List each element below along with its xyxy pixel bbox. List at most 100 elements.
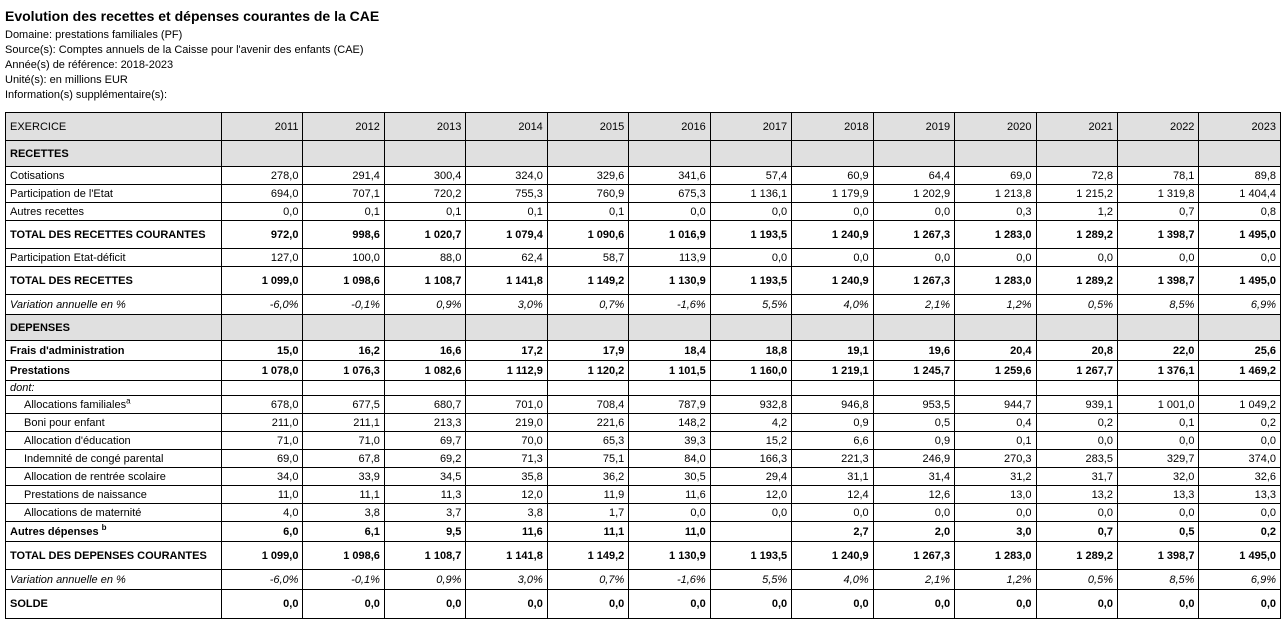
value-cell: 1 202,9	[872, 184, 956, 203]
value-cell: 998,6	[302, 220, 385, 249]
value-cell: 62,4	[465, 248, 548, 267]
table-row: Indemnité de congé parental 69,0 67,8 69,2 7…	[5, 449, 1281, 468]
value-cell: 32,0	[1116, 467, 1200, 486]
value-cell: 11,1	[302, 485, 385, 504]
value-cell: 60,9	[791, 166, 874, 185]
value-cell	[465, 380, 548, 396]
value-cell: 71,3	[465, 449, 548, 468]
value-cell: 0,1	[546, 202, 630, 221]
value-cell: 13,2	[1035, 485, 1118, 504]
row-label-cell: dont:	[5, 380, 222, 396]
value-cell	[465, 314, 548, 341]
value-cell: 29,4	[709, 467, 793, 486]
value-cell: 1 179,9	[791, 184, 874, 203]
value-cell: 1 108,7	[383, 541, 467, 570]
value-cell: 4,0%	[791, 294, 874, 315]
value-cell: 1 283,0	[954, 541, 1037, 570]
value-cell: 324,0	[465, 166, 548, 185]
value-cell: 1 020,7	[383, 220, 467, 249]
table-row: Autres dépenses b 6,0 6,1 9,5 11,6 11,1 11,0 2,7…	[5, 521, 1281, 542]
value-cell: 0,9	[872, 431, 956, 450]
value-cell: 17,2	[465, 340, 548, 361]
value-cell: 270,3	[954, 449, 1037, 468]
value-cell: 6,9%	[1198, 569, 1281, 590]
value-cell	[628, 314, 711, 341]
value-cell: 0,0	[1035, 248, 1118, 267]
value-cell: 11,0	[628, 521, 711, 542]
value-cell: 2,7	[791, 521, 874, 542]
table-row: DEPENSES	[5, 314, 1281, 341]
value-cell	[220, 314, 304, 341]
value-cell: 1 149,2	[546, 541, 630, 570]
value-cell: 0,0	[220, 202, 304, 221]
value-cell: -0,1%	[302, 294, 385, 315]
value-cell: 720,2	[383, 184, 467, 203]
row-label-cell: Allocations familialesa	[5, 395, 222, 414]
value-cell: 283,5	[1035, 449, 1118, 468]
value-cell: 1 219,1	[791, 360, 874, 381]
value-cell: 213,3	[383, 413, 467, 432]
value-cell	[302, 140, 385, 167]
value-cell: 219,0	[465, 413, 548, 432]
page-title: Evolution des recettes et dépenses coura…	[5, 8, 380, 24]
value-cell: 0,9%	[383, 569, 467, 590]
value-cell: 39,3	[628, 431, 711, 450]
value-cell: 0,5	[1116, 521, 1200, 542]
value-cell: 953,5	[872, 395, 956, 414]
footnote-ref-a: a	[126, 395, 131, 405]
value-cell: 11,3	[383, 485, 467, 504]
value-cell: -1,6%	[628, 569, 711, 590]
value-cell: 0,3	[954, 202, 1037, 221]
value-cell: 291,4	[302, 166, 385, 185]
value-cell: 1 130,9	[628, 266, 711, 295]
value-cell: 0,5%	[1035, 294, 1118, 315]
value-cell: 9,5	[383, 521, 467, 542]
value-cell: 0,1	[383, 202, 467, 221]
table-row: dont:	[5, 380, 1281, 396]
value-cell: 0,0	[1035, 503, 1118, 522]
row-label-cell: Boni pour enfant	[5, 413, 222, 432]
value-cell: 1 079,4	[465, 220, 548, 249]
value-cell: 0,0	[546, 589, 630, 619]
value-cell: 1 001,0	[1116, 395, 1200, 414]
table-row: Autres recettes 0,0 0,1 0,1 0,1 0,1 0,0 0,0 0,0 0…	[5, 202, 1281, 221]
value-cell: 13,3	[1198, 485, 1281, 504]
value-cell: 944,7	[954, 395, 1037, 414]
row-label-cell: Allocation d'éducation	[5, 431, 222, 450]
value-cell: 69,0	[220, 449, 304, 468]
value-cell: 1 149,2	[546, 266, 630, 295]
value-cell: 932,8	[709, 395, 793, 414]
value-cell: 0,0	[628, 202, 711, 221]
value-cell: 0,0	[954, 503, 1037, 522]
value-cell: 12,0	[465, 485, 548, 504]
value-cell: 694,0	[220, 184, 304, 203]
row-label-cell: SOLDE	[5, 589, 222, 619]
year-header-cell: 2011	[220, 112, 304, 141]
value-cell: 1 215,2	[1035, 184, 1118, 203]
year-header-cell: 2019	[872, 112, 956, 141]
value-cell	[791, 314, 874, 341]
value-cell: 0,0	[954, 589, 1037, 619]
value-cell: 0,2	[1198, 521, 1281, 542]
value-cell	[1035, 140, 1118, 167]
value-cell: 71,0	[302, 431, 385, 450]
value-cell: 75,1	[546, 449, 630, 468]
value-cell: 0,8	[1198, 202, 1281, 221]
value-cell: 69,7	[383, 431, 467, 450]
year-header-cell: 2012	[302, 112, 385, 141]
value-cell: 675,3	[628, 184, 711, 203]
value-cell: 1 193,5	[709, 541, 793, 570]
value-cell: 1 240,9	[791, 266, 874, 295]
value-cell: 11,0	[220, 485, 304, 504]
value-cell: 0,0	[872, 589, 956, 619]
value-cell: 13,3	[1116, 485, 1200, 504]
value-cell: 3,7	[383, 503, 467, 522]
value-cell	[465, 140, 548, 167]
value-cell: 71,0	[220, 431, 304, 450]
value-cell: 1,2%	[954, 294, 1037, 315]
value-cell: 166,3	[709, 449, 793, 468]
value-cell: 32,6	[1198, 467, 1281, 486]
value-cell: 1 101,5	[628, 360, 711, 381]
value-cell: 11,6	[628, 485, 711, 504]
year-header-cell: 2018	[791, 112, 874, 141]
